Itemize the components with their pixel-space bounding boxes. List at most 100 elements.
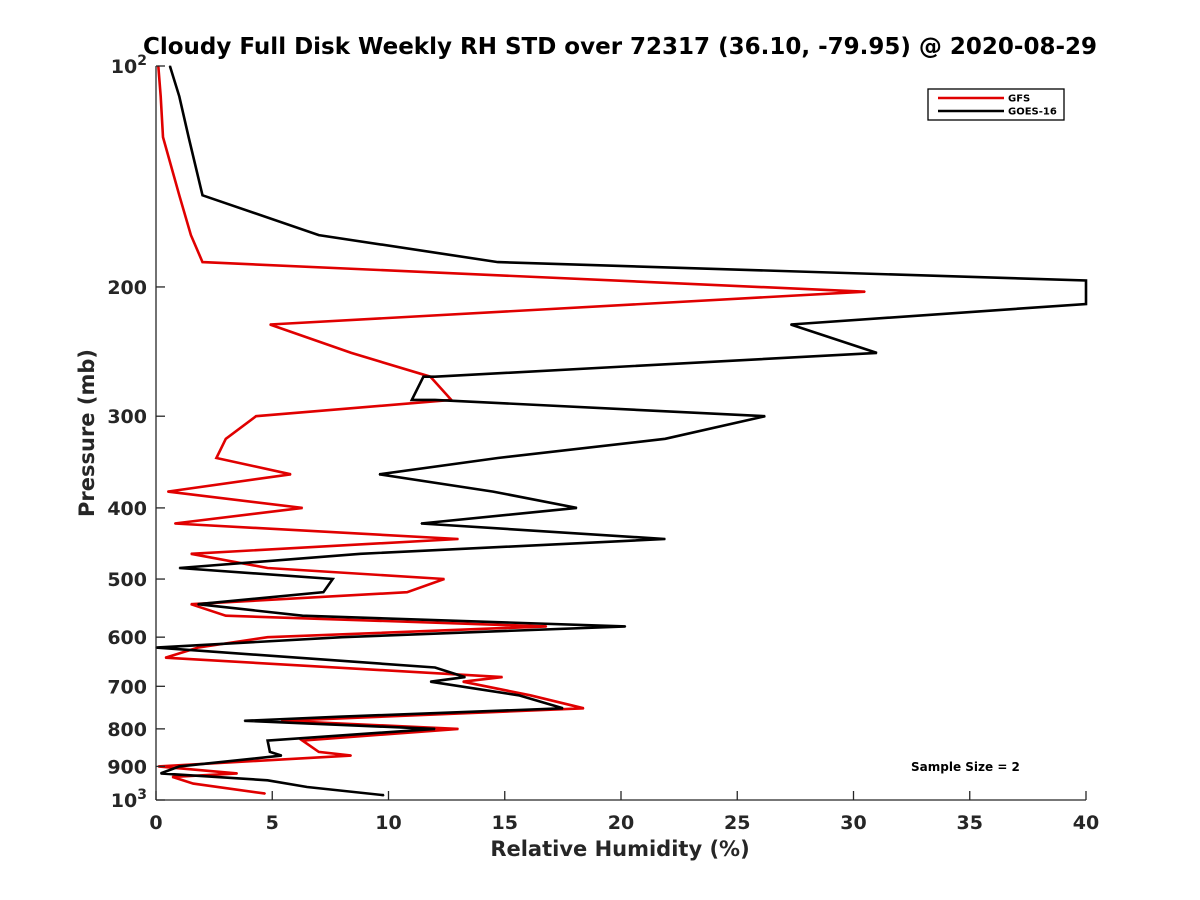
data-point-goes-16-22 [360, 553, 362, 555]
data-point-goes-16-15 [664, 438, 666, 440]
legend: GFS GOES-16 [927, 88, 1065, 121]
data-point-goes-16-13 [434, 399, 436, 401]
y-tick-label-800: 800 [107, 719, 147, 741]
data-point-goes-16-36 [339, 716, 341, 718]
y-tick-label-500: 500 [107, 569, 147, 591]
data-point-gfs-3 [178, 194, 180, 196]
data-point-goes-16-1 [178, 95, 180, 97]
series-line-gfs [157, 65, 866, 795]
x-tick-label-40: 40 [1073, 812, 1099, 834]
data-point-goes-16-26 [197, 603, 199, 605]
y-tick-label-600: 600 [107, 627, 147, 649]
data-point-gfs-39 [236, 772, 238, 775]
x-tick-label-0: 0 [149, 812, 162, 834]
data-point-goes-16-35 [562, 707, 564, 709]
x-tick-label-5: 5 [266, 812, 279, 834]
y-tick-label-400: 400 [107, 498, 147, 520]
data-point-goes-16-44 [267, 779, 269, 781]
x-tick-label-15: 15 [492, 812, 518, 834]
x-tick-label-10: 10 [375, 812, 401, 834]
data-point-goes-16-10 [434, 376, 436, 378]
chart-title: Cloudy Full Disk Weekly RH STD over 7231… [143, 34, 1097, 60]
data-point-goes-16-7 [1085, 303, 1087, 305]
data-point-goes-16-28 [625, 625, 627, 628]
data-point-gfs-36 [318, 751, 320, 753]
data-point-goes-16-14 [764, 415, 766, 417]
data-point-goes-16-9 [876, 352, 878, 354]
data-point-gfs-25 [546, 625, 548, 628]
data-point-gfs-18 [457, 538, 459, 540]
data-point-gfs-1 [160, 95, 162, 97]
data-point-goes-16-24 [332, 578, 334, 580]
data-point-goes-16-0 [169, 65, 171, 67]
data-point-goes-16-21 [664, 538, 666, 540]
data-point-gfs-13 [215, 457, 217, 459]
data-point-goes-16-19 [576, 507, 578, 509]
data-point-goes-16-41 [281, 755, 283, 757]
data-point-gfs-24 [225, 615, 227, 617]
data-point-goes-16-40 [269, 751, 271, 753]
data-point-gfs-27 [197, 647, 199, 649]
data-point-goes-16-27 [301, 615, 304, 617]
data-point-goes-16-23 [178, 567, 180, 569]
data-point-goes-16-16 [497, 457, 499, 459]
y-axis-label: Pressure (mb) [75, 349, 99, 517]
data-point-goes-16-37 [243, 720, 245, 722]
data-point-gfs-15 [167, 491, 169, 493]
data-point-goes-16-12 [411, 399, 413, 401]
y-tick-label-1000: 103 [111, 787, 147, 812]
data-point-gfs-37 [350, 755, 352, 757]
data-point-gfs-42 [264, 793, 266, 795]
data-point-gfs-32 [583, 707, 585, 709]
data-point-gfs-19 [190, 553, 192, 555]
data-point-goes-16-42 [178, 765, 180, 768]
data-point-goes-16-8 [790, 323, 792, 326]
data-point-gfs-16 [301, 507, 304, 509]
data-point-goes-16-6 [1085, 279, 1087, 282]
data-point-gfs-5 [201, 261, 204, 263]
data-point-gfs-4 [190, 234, 192, 236]
sample-size-annotation: Sample Size = 2 [911, 760, 1020, 774]
x-tick-label-20: 20 [608, 812, 634, 834]
data-point-gfs-11 [255, 415, 257, 417]
data-point-gfs-35 [301, 740, 304, 742]
data-point-gfs-22 [406, 591, 408, 593]
data-point-gfs-8 [350, 352, 352, 354]
data-point-goes-16-5 [497, 261, 499, 263]
series-line-goes-16 [155, 65, 1088, 797]
x-axis-label: Relative Humidity (%) [490, 837, 749, 861]
x-tick-label-25: 25 [724, 812, 750, 834]
data-point-goes-16-46 [383, 794, 385, 796]
data-point-gfs-21 [443, 578, 445, 580]
x-tick-label-35: 35 [957, 812, 983, 834]
data-point-goes-16-32 [464, 676, 466, 678]
data-point-goes-16-11 [422, 376, 424, 378]
data-point-goes-16-34 [518, 694, 520, 696]
data-point-gfs-23 [190, 603, 192, 605]
data-point-gfs-7 [269, 323, 271, 326]
y-tick-label-200: 200 [107, 277, 147, 299]
data-point-gfs-29 [501, 676, 503, 678]
data-point-gfs-34 [457, 728, 459, 730]
data-point-goes-16-33 [429, 681, 431, 683]
data-point-goes-16-29 [341, 636, 343, 638]
data-point-gfs-6 [864, 291, 866, 293]
data-point-goes-16-3 [201, 194, 204, 196]
data-point-goes-16-43 [160, 772, 162, 775]
data-point-goes-16-18 [492, 491, 494, 493]
y-tick-label-100: 102 [111, 53, 147, 78]
legend-label-gfs: GFS [1008, 94, 1030, 105]
data-point-goes-16-25 [322, 591, 324, 593]
data-point-gfs-40 [171, 776, 173, 778]
legend-label-goes-16: GOES-16 [1008, 107, 1057, 118]
data-point-goes-16-39 [267, 740, 269, 742]
data-point-gfs-14 [290, 473, 292, 475]
data-point-gfs-30 [462, 681, 464, 683]
x-tick-label-30: 30 [840, 812, 866, 834]
y-tick-label-900: 900 [107, 756, 147, 778]
data-point-gfs-2 [162, 136, 164, 138]
data-point-goes-16-45 [306, 786, 308, 788]
data-point-gfs-26 [267, 636, 269, 638]
data-point-gfs-31 [529, 694, 531, 696]
